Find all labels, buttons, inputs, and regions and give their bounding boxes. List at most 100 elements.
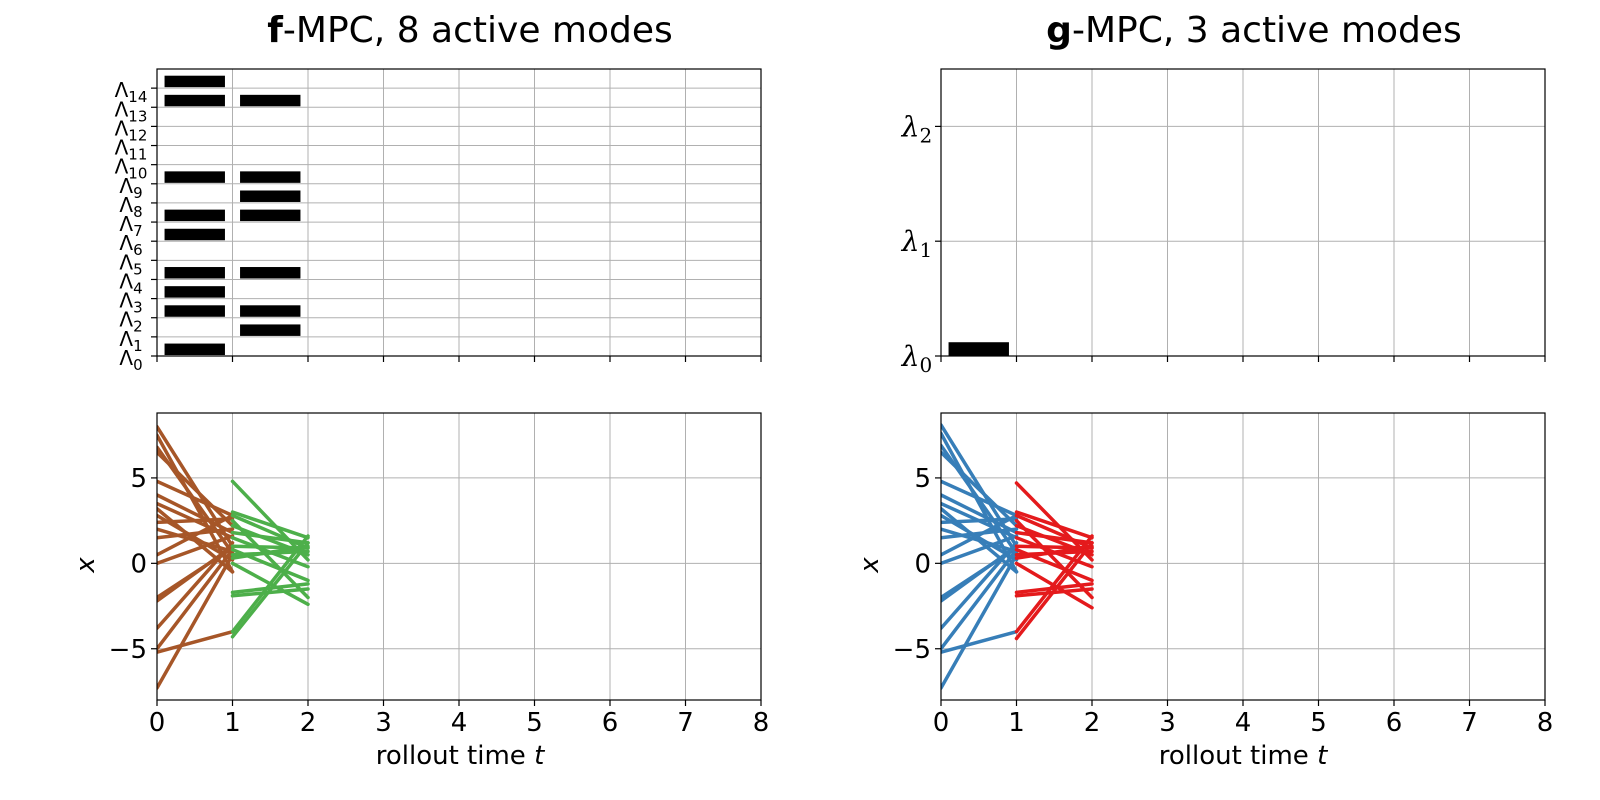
trajectory-segment	[157, 534, 235, 566]
trajectory-segment	[941, 547, 1019, 651]
mode-bar	[164, 209, 225, 222]
mode-bar	[164, 75, 225, 88]
y-tick-label: Λ0	[119, 346, 142, 374]
mode-bar	[240, 305, 301, 317]
mode-bar	[240, 171, 301, 183]
x-tick-label: 3	[1159, 708, 1176, 738]
trajectory-segment	[230, 544, 310, 560]
x-tick-label: 6	[1386, 708, 1403, 738]
right-panel-title: g-MPC, 3 active modes	[1046, 10, 1462, 51]
y-tick-label: −5	[893, 635, 931, 665]
mode-bar	[240, 324, 301, 336]
mode-bar	[164, 171, 225, 183]
y-tick-label: Λ5	[119, 250, 142, 278]
x-tick-label: 3	[375, 708, 392, 738]
trajectory-segment	[1014, 541, 1094, 641]
left-y-axis-label: x	[71, 557, 101, 574]
y-tick-label: λ1	[901, 225, 932, 262]
trajectory-segment	[157, 506, 235, 574]
left-x-axis-label: rollout time t	[376, 741, 545, 771]
trajectory-segment	[941, 493, 1019, 535]
trajectory-segment	[157, 450, 235, 528]
mode-bar	[164, 94, 225, 107]
f-trajectory-panel: −5 0 5 0 1 2 3 4 5 6 7 8	[109, 412, 770, 738]
x-tick-label: 2	[1084, 708, 1101, 738]
y-tick-label: Λ4	[119, 269, 142, 297]
y-tick-label: Λ12	[115, 116, 148, 144]
trajectory-segment	[1014, 530, 1094, 545]
mode-bar	[164, 343, 225, 356]
x-tick-label: 5	[1310, 708, 1327, 738]
axes-frame	[940, 68, 1546, 357]
x-tick-label: 4	[1235, 708, 1252, 738]
y-tick-label: 0	[130, 549, 147, 579]
mode-bar	[164, 286, 225, 298]
y-tick-label: Λ10	[115, 155, 148, 183]
x-tick-label: 0	[933, 708, 950, 738]
x-tick-label: 5	[526, 708, 543, 738]
trajectory-segment	[941, 450, 1019, 528]
trajectory-lines	[941, 423, 1094, 690]
y-tick-label: λ2	[901, 110, 932, 147]
trajectory-segment	[941, 517, 1019, 525]
right-y-axis-label: x	[855, 557, 885, 574]
mode-bar	[240, 190, 301, 202]
y-tick-label: 5	[130, 464, 147, 494]
trajectory-segment	[230, 534, 310, 634]
axes-frame	[156, 68, 762, 357]
y-tick-label: 0	[914, 549, 931, 579]
trajectory-segment	[230, 510, 310, 540]
trajectory-segment	[157, 547, 235, 651]
g-modes-panel: λ0 λ1 λ2	[901, 68, 1546, 377]
x-tick-label: 8	[753, 708, 770, 738]
trajectory-segment	[941, 629, 1019, 654]
mode-bar	[164, 228, 225, 241]
y-tick-label: Λ13	[115, 97, 148, 125]
left-panel-title: f-MPC, 8 active modes	[267, 10, 673, 51]
y-tick-label: Λ14	[115, 78, 148, 106]
axes-frame	[940, 412, 1546, 701]
x-tick-label: 1	[1008, 708, 1025, 738]
right-x-axis-label: rollout time t	[1159, 741, 1328, 771]
trajectory-segment	[941, 479, 1019, 518]
mode-bar	[240, 209, 301, 222]
y-tick-label: Λ3	[119, 289, 142, 317]
trajectory-segment	[230, 541, 310, 639]
trajectory-segment	[941, 506, 1019, 574]
y-tick-label: Λ1	[119, 327, 142, 355]
x-tick-label: 7	[677, 708, 694, 738]
x-tick-label: 1	[224, 708, 241, 738]
mode-bar	[240, 94, 301, 107]
x-tick-label: 8	[1537, 708, 1554, 738]
y-tick-label: Λ2	[119, 308, 142, 336]
trajectory-segment	[230, 530, 310, 545]
y-tick-label: Λ9	[119, 174, 142, 202]
trajectory-segment	[157, 553, 235, 690]
mode-bar	[948, 342, 1009, 356]
y-tick-label: λ0	[901, 340, 932, 377]
trajectory-segment	[157, 517, 235, 525]
x-tick-label: 6	[602, 708, 619, 738]
x-tick-label: 4	[451, 708, 468, 738]
trajectory-segment	[1014, 534, 1094, 634]
y-tick-label: −5	[109, 635, 147, 665]
trajectory-segment	[941, 553, 1019, 690]
trajectory-lines	[157, 424, 310, 690]
trajectory-segment	[1014, 544, 1094, 560]
trajectory-segment	[157, 513, 235, 557]
y-tick-label: Λ7	[119, 212, 142, 240]
trajectory-segment	[157, 493, 235, 535]
x-tick-label: 7	[1461, 708, 1478, 738]
trajectory-segment	[157, 541, 235, 630]
y-tick-label: Λ8	[119, 193, 142, 221]
mode-bar	[164, 305, 225, 317]
x-tick-label: 0	[149, 708, 166, 738]
x-tick-label: 2	[300, 708, 317, 738]
trajectory-segment	[941, 541, 1019, 630]
trajectory-segment	[941, 534, 1019, 566]
trajectory-segment	[941, 513, 1019, 557]
mode-bar	[240, 267, 301, 279]
trajectory-segment	[157, 629, 235, 654]
